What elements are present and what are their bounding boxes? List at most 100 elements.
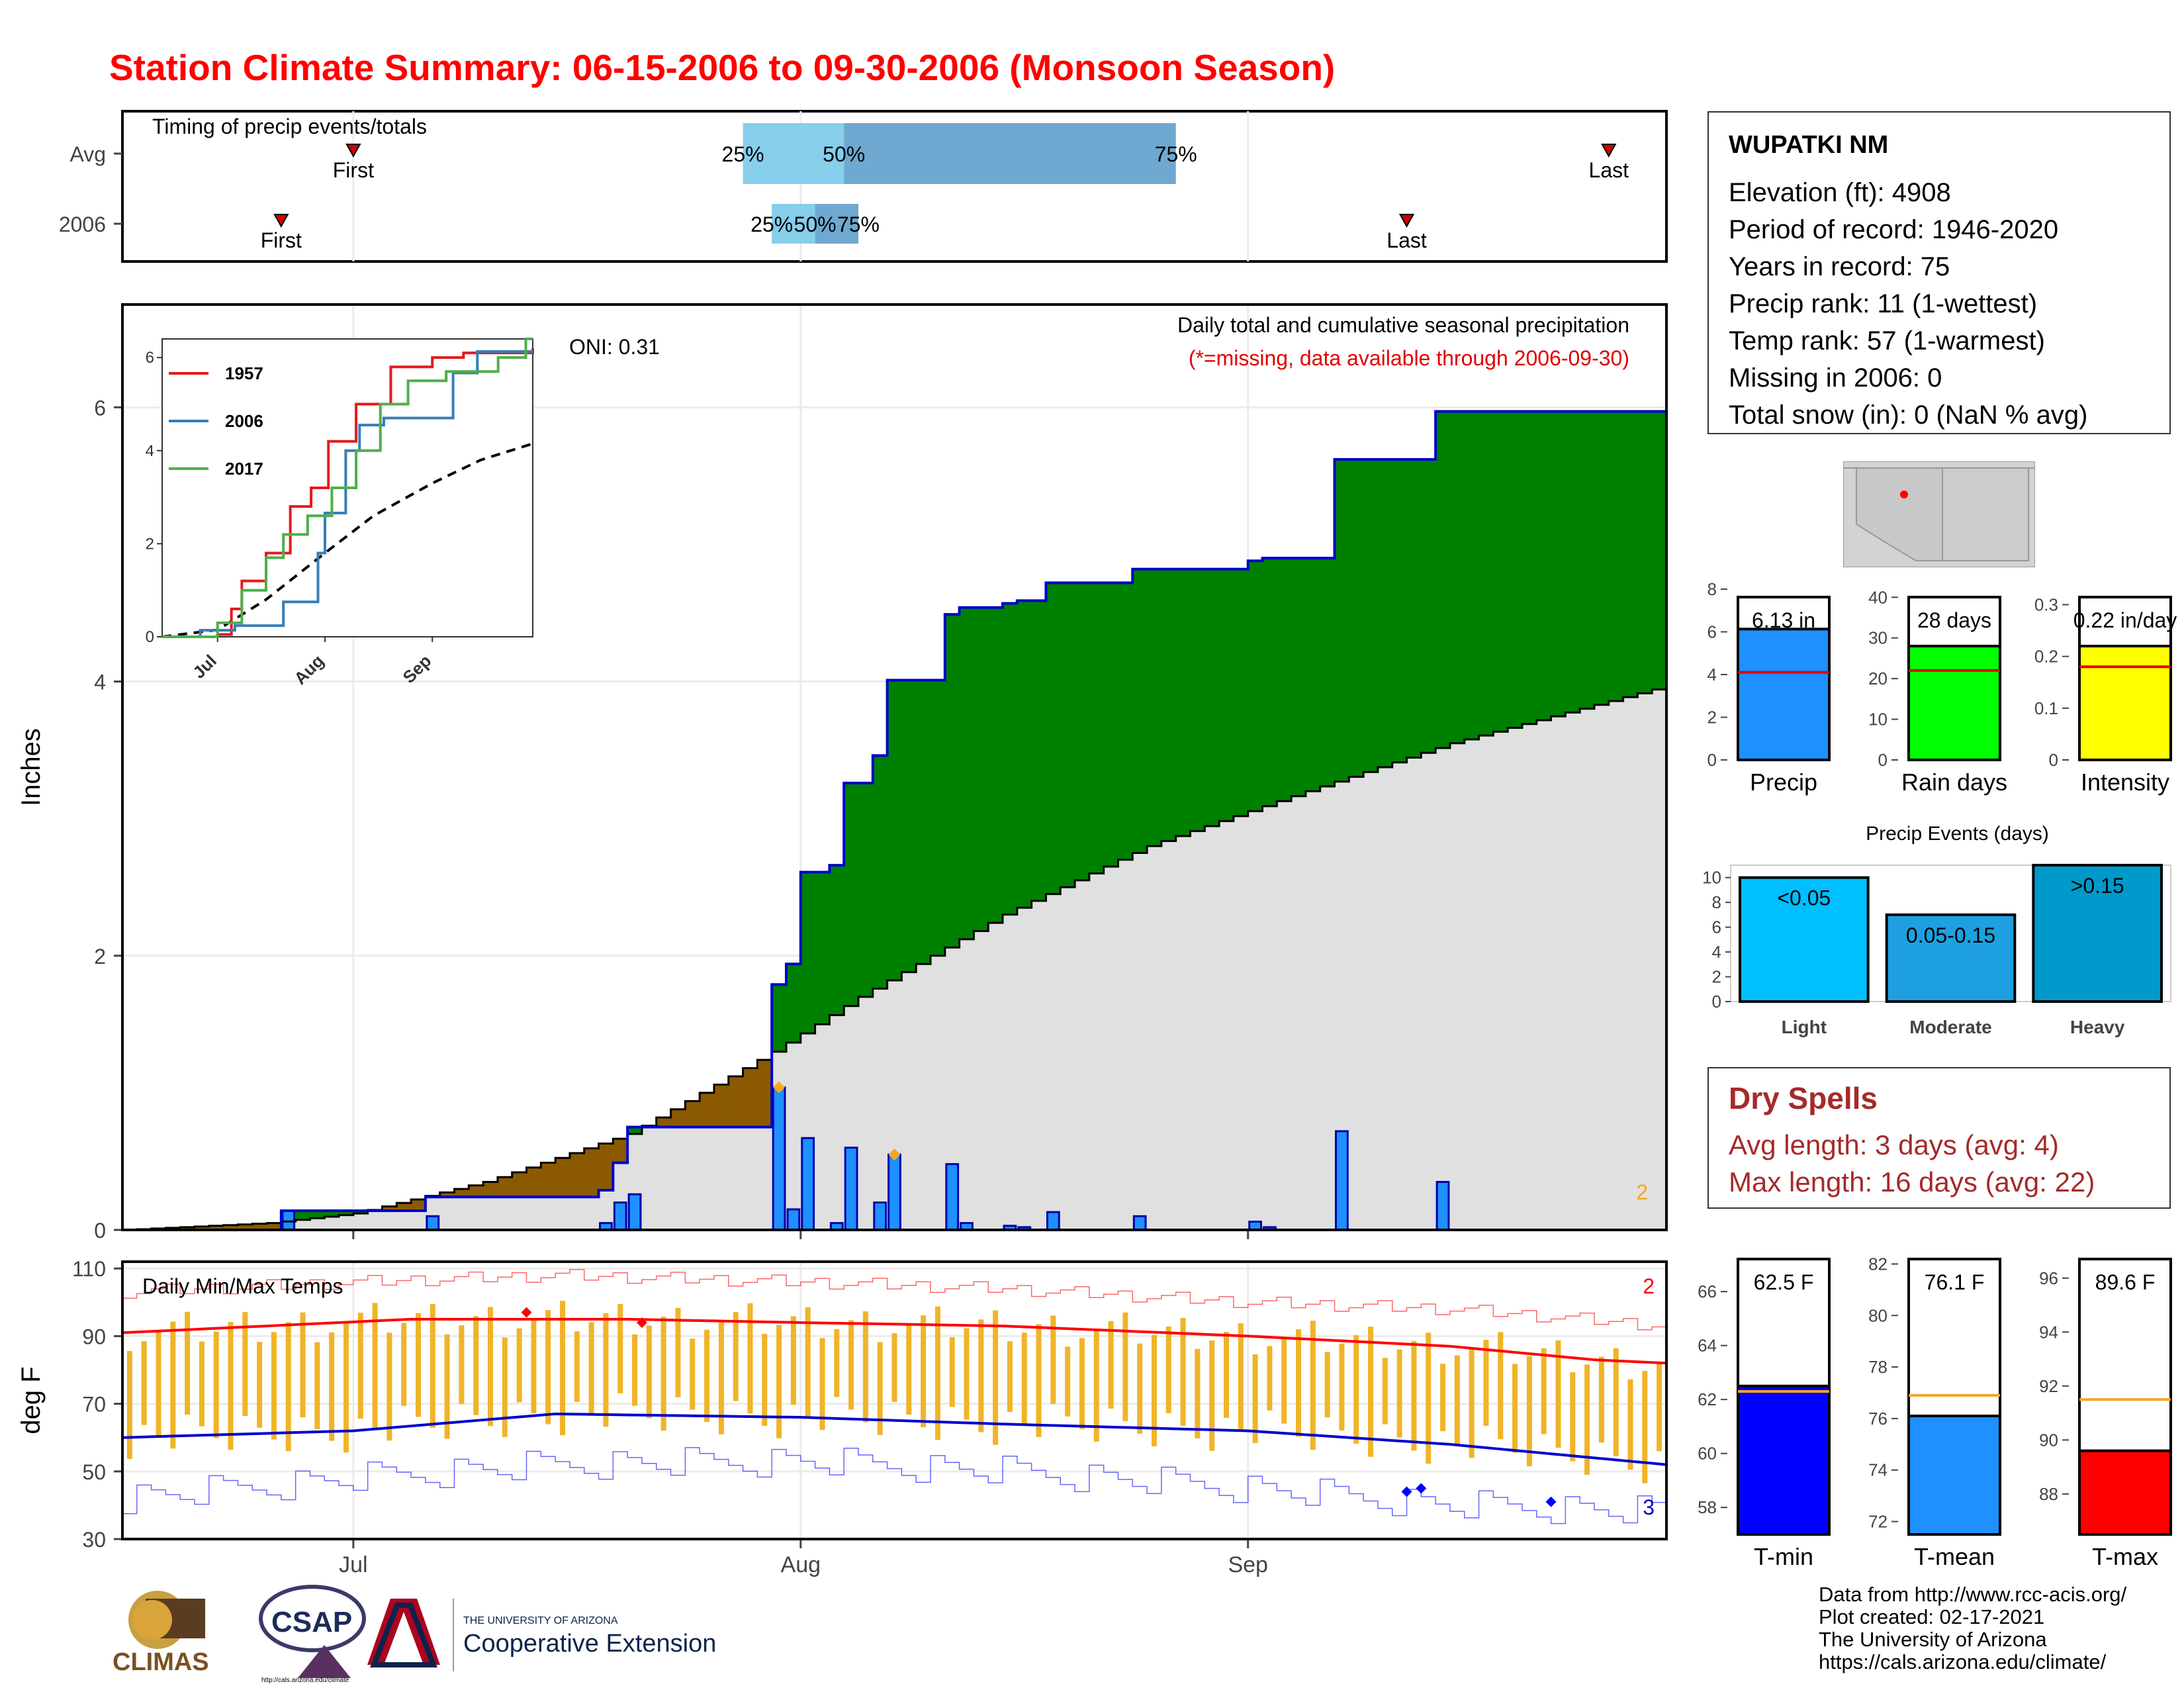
record-max-line — [122, 1269, 1667, 1331]
credit-date: Plot created: 02-17-2021 — [1819, 1605, 2045, 1628]
tbar-t-mean-bar — [1907, 1415, 2001, 1536]
cumulative-diff-segment — [1508, 411, 1523, 728]
daily-temp-bar — [978, 1319, 984, 1432]
cumulative-diff-segment — [815, 872, 830, 1025]
daily-temp-bar — [877, 1342, 883, 1435]
daily-temp-bar — [545, 1310, 551, 1425]
cumulative-diff-segment — [988, 607, 1003, 923]
cumulative-diff-segment — [1262, 558, 1277, 806]
record-min-marker — [1416, 1483, 1427, 1494]
cumulative-diff-segment — [1493, 411, 1508, 732]
timing-q50-label: 50% — [823, 142, 865, 166]
temp-ytick-label: 70 — [82, 1393, 106, 1417]
cumulative-diff-segment — [1233, 569, 1249, 816]
precip-events-chart: Precip Events (days) 0 2 4 6 8 10 <0.05 Light 0.0… — [1702, 823, 2171, 1037]
station-period: Period of record: 1946-2020 — [1729, 215, 2059, 244]
timing-last-marker — [1398, 214, 1415, 228]
cumulative-diff-segment — [295, 1211, 311, 1220]
summary-rain-days-bar — [1907, 645, 2001, 761]
summary-rain-days-value-label: 28 days — [1917, 608, 1991, 632]
daily-temp-bar — [285, 1322, 291, 1452]
daily-temp-bar — [1165, 1326, 1171, 1413]
tbar-t-min-bar — [1737, 1384, 1831, 1536]
daily-temp-bar — [617, 1303, 623, 1393]
inset-ytick-label: 0 — [146, 628, 154, 646]
cumulative-diff-segment — [1406, 459, 1422, 758]
summary-bars: 0 2 4 6 8 6.13 in Precip 0 10 20 30 40 28 days Rain d… — [1707, 579, 2177, 796]
daily-temp-bar — [1541, 1348, 1547, 1434]
events-ytick-label: 8 — [1712, 892, 1721, 912]
cumulative-diff-segment — [916, 680, 931, 964]
tbar-t-max-ytick-label: 88 — [2039, 1484, 2058, 1504]
cumulative-diff-segment — [1363, 459, 1379, 773]
tbar-t-mean-outline — [1907, 1258, 2001, 1536]
main-ylabel: Inches — [17, 728, 46, 806]
tbar-t-min-ytick-label: 66 — [1698, 1282, 1717, 1301]
daily-temp-bar — [704, 1329, 710, 1423]
daily-temp-bar — [560, 1301, 566, 1436]
daily-temp-bar — [1281, 1337, 1287, 1424]
cumulative-diff-segment — [396, 1203, 412, 1211]
events-bar-label: Moderate — [1909, 1017, 1991, 1037]
daily-temp-bar — [934, 1306, 940, 1440]
daily-temp-bar — [1267, 1346, 1273, 1411]
dry-spells-box: Dry Spells Avg length: 3 days (avg: 4) M… — [1707, 1067, 2171, 1209]
daily-temp-bar — [343, 1322, 349, 1453]
daily-precip-bar — [1335, 1130, 1349, 1231]
cumulative-diff-segment — [382, 1206, 397, 1211]
daily-temp-bar — [993, 1310, 999, 1445]
cumulative-diff-segment — [1334, 459, 1349, 782]
cumulative-diff-segment — [1623, 411, 1638, 698]
temp-count-max: 2 — [1643, 1274, 1655, 1298]
cumulative-diff-segment — [974, 607, 989, 931]
daily-temp-bar — [1296, 1329, 1302, 1437]
events-range-label: >0.15 — [2071, 874, 2124, 898]
cumulative-diff-segment — [1522, 411, 1537, 724]
daily-temp-bar — [242, 1312, 248, 1417]
cumulative-diff-segment — [786, 964, 801, 1043]
daily-temp-bar — [1180, 1317, 1186, 1426]
daily-temp-bar — [588, 1322, 594, 1415]
daily-temp-bar — [1613, 1348, 1619, 1456]
daily-temp-bar — [1642, 1371, 1648, 1483]
tbar-t-mean-ytick-label: 82 — [1868, 1254, 1888, 1274]
cumulative-diff-segment — [1594, 411, 1610, 705]
record-min-line — [122, 1447, 1667, 1524]
summary-precip-ytick-label: 2 — [1707, 708, 1717, 727]
cumulative-diff-segment — [238, 1224, 253, 1230]
station-info-box: WUPATKI NM Elevation (ft): 4908 Period o… — [1707, 111, 2171, 434]
timing-q25-label: 25% — [751, 212, 793, 236]
summary-rain-days-ytick-label: 10 — [1868, 710, 1888, 729]
summary-precip-bar — [1737, 628, 1831, 762]
cumulative-diff-segment — [1175, 569, 1191, 837]
daily-temp-bar — [718, 1321, 724, 1434]
tbar-t-max-ytick-label: 92 — [2039, 1376, 2058, 1396]
climas-logo-text: CLIMAS — [113, 1648, 209, 1676]
events-range-label: <0.05 — [1777, 886, 1831, 910]
daily-temp-bar — [430, 1303, 435, 1428]
daily-precip-bar — [1132, 1215, 1147, 1231]
temp-ytick-label: 30 — [82, 1528, 106, 1552]
daily-temp-bar — [257, 1342, 263, 1428]
daily-temp-bar — [646, 1325, 652, 1419]
daily-temp-bar — [834, 1329, 840, 1397]
cumulative-diff-segment — [1075, 583, 1090, 880]
temp-ytick-label: 90 — [82, 1325, 106, 1348]
avg-min-line — [122, 1412, 1667, 1466]
cumulative-diff-segment — [887, 680, 903, 981]
daily-temp-bar — [1440, 1364, 1446, 1432]
events-ytick-label: 2 — [1712, 967, 1721, 987]
tbar-t-min-label: T-min — [1754, 1543, 1813, 1570]
daily-temp-bar — [776, 1325, 782, 1438]
daily-temp-bar — [1021, 1333, 1027, 1425]
daily-temp-bar — [1353, 1335, 1359, 1444]
timing-bar-50-75 — [844, 123, 1176, 184]
daily-temp-bar — [964, 1328, 970, 1420]
daily-temp-bar — [141, 1341, 147, 1425]
cumulative-diff-segment — [267, 1223, 282, 1230]
timing-q25-label: 25% — [722, 142, 764, 166]
cumulative-diff-segment — [1277, 558, 1292, 802]
credit-url: https://cals.arizona.edu/climate/ — [1819, 1650, 2107, 1673]
timing-first-marker — [345, 144, 361, 158]
timing-first-label: First — [261, 228, 302, 252]
